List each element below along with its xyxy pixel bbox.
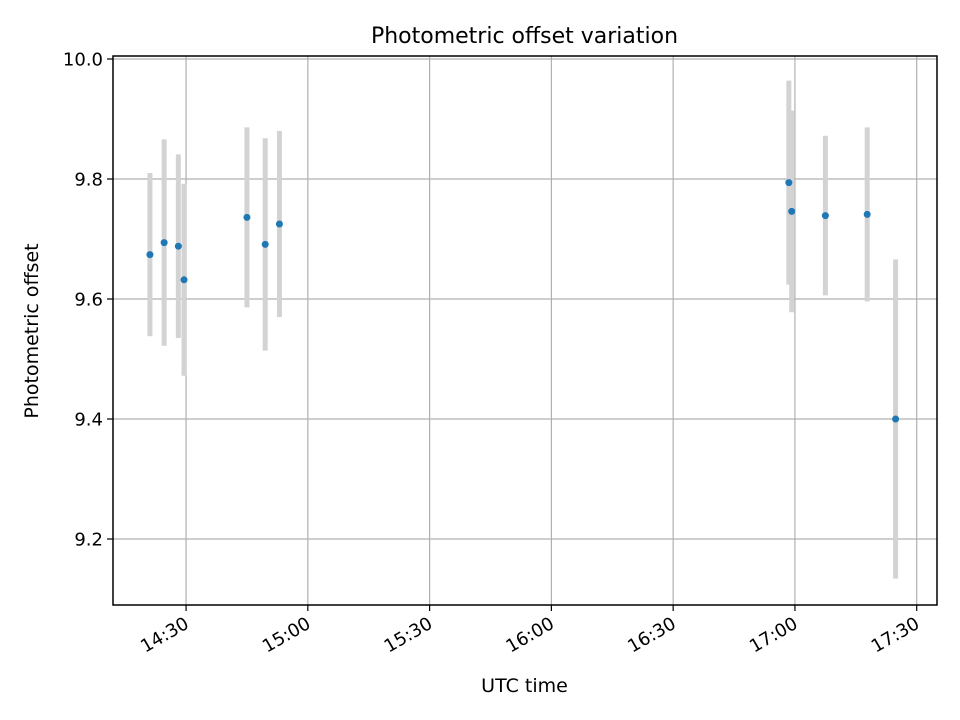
y-tick-label: 9.2 [74,530,103,551]
x-axis-label: UTC time [481,675,568,697]
data-point [261,240,269,248]
data-point [160,239,168,247]
data-point [180,276,188,284]
data-point [275,220,283,228]
y-tick-label: 10.0 [63,50,103,71]
data-point [863,210,871,218]
chart-title: Photometric offset variation [371,24,678,49]
plot-frame [112,55,938,606]
y-tick-label: 9.8 [74,170,103,191]
data-point [146,251,154,259]
y-axis-label: Photometric offset [21,243,43,418]
data-points [146,179,900,423]
y-axis-ticks: 9.2 9.4 9.6 9.8 10.0 [63,50,113,551]
data-point [821,212,829,220]
y-tick-label: 9.6 [74,290,103,311]
y-tick-label: 9.4 [74,410,103,431]
data-point [174,242,182,250]
data-point [892,415,900,423]
data-point [785,179,793,187]
data-point [788,207,796,215]
data-point [243,213,251,221]
grid [113,56,937,605]
